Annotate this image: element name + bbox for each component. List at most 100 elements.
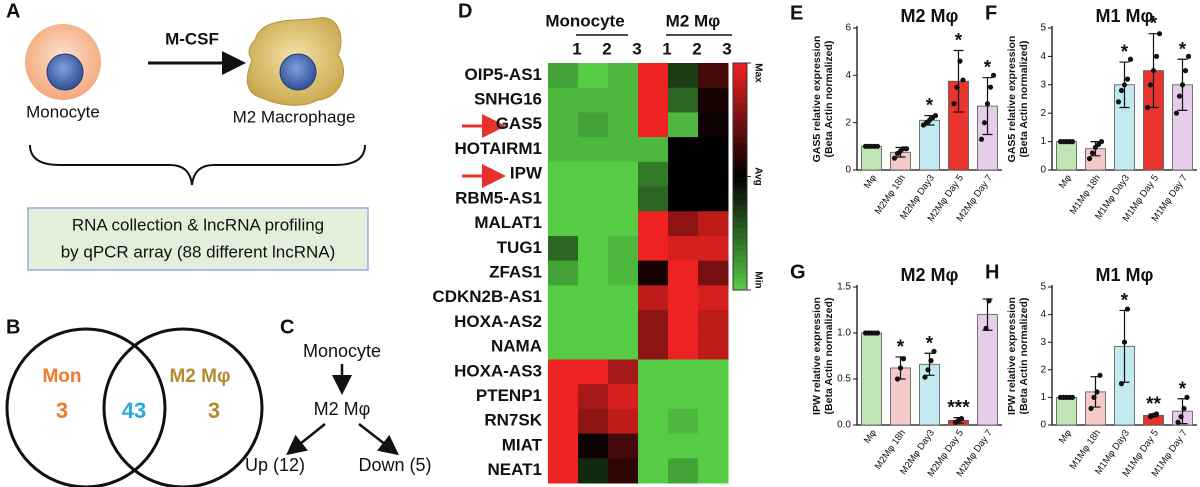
colorbar-step — [733, 91, 747, 98]
colorbar-label: Min — [752, 271, 763, 288]
node-label: Up (12) — [245, 455, 305, 475]
x-tick-label: Mφ — [862, 428, 879, 446]
heat-cell — [638, 408, 669, 435]
heat-cell — [608, 285, 639, 311]
colorbar-label: Avg — [752, 167, 763, 186]
arrow — [358, 423, 399, 456]
heat-cell — [638, 161, 669, 188]
data-point — [1118, 381, 1125, 387]
bar — [1056, 141, 1077, 171]
heat-cell — [668, 161, 699, 188]
row-label: NEAT1 — [488, 460, 542, 479]
heat-cell — [578, 408, 609, 435]
bar — [1056, 396, 1077, 426]
y-tick-label: 1.0 — [837, 328, 851, 339]
heat-cell — [698, 161, 729, 188]
data-point — [1156, 31, 1163, 37]
colorbar-step — [733, 114, 747, 121]
row-label: CDKN2B-AS1 — [432, 287, 542, 306]
y-axis-label: (Beta Actin normalized) — [823, 298, 835, 415]
bar — [919, 119, 940, 171]
heat-cell — [578, 161, 609, 188]
row-label: MALAT1 — [474, 213, 542, 232]
colorbar-step — [733, 85, 747, 92]
significance: * — [1150, 14, 1158, 35]
heat-cell — [548, 285, 579, 311]
data-point — [987, 84, 994, 90]
data-point — [925, 367, 931, 373]
data-point — [1069, 394, 1076, 400]
heat-cell — [548, 458, 579, 484]
heat-cell — [578, 260, 609, 286]
heat-cell — [548, 408, 579, 435]
data-point — [1182, 68, 1189, 74]
y-tick-label: 1.5 — [837, 282, 851, 293]
chart-title: M2 Mφ — [901, 6, 959, 26]
colorbar-step — [733, 204, 747, 212]
row-label: HOTAIRM1 — [454, 139, 542, 158]
heat-cell — [578, 310, 609, 336]
heat-cell — [548, 260, 579, 286]
heat-cell — [608, 433, 639, 459]
data-point — [1184, 394, 1190, 400]
heat-cell — [638, 310, 669, 336]
colorbar-step — [733, 187, 747, 195]
row-label: PTENP1 — [476, 386, 542, 405]
significance: * — [1121, 290, 1129, 311]
heat-cell — [698, 310, 729, 336]
heat-cell — [548, 310, 579, 336]
heat-cell — [668, 186, 699, 212]
colorbar-label: Max — [752, 63, 763, 83]
arrow — [286, 423, 326, 456]
panel-label: A — [6, 0, 20, 22]
heat-cell — [578, 458, 609, 484]
y-axis-label: (Beta Actin normalized) — [1018, 298, 1030, 415]
colorbar-step — [733, 244, 747, 251]
x-tick-label: Mφ — [1057, 173, 1074, 191]
y-tick-label: 5 — [1040, 282, 1046, 293]
heat-cell — [608, 235, 639, 262]
heat-cell — [698, 112, 729, 138]
set-name: M2 Mφ — [169, 366, 230, 387]
data-point — [900, 356, 907, 362]
heat-cell — [548, 211, 579, 237]
y-tick-label: 0.5 — [837, 374, 851, 385]
data-point — [1115, 99, 1122, 105]
row-label: NAMA — [491, 337, 542, 356]
row-label: ZFAS1 — [489, 262, 542, 281]
y-axis-label: GAS5 relative expression — [811, 36, 823, 163]
colorbar-step — [733, 68, 747, 75]
panel-label: H — [985, 261, 999, 283]
heat-cell — [638, 260, 669, 286]
colorbar-step — [733, 102, 747, 109]
group-label: Monocyte — [545, 11, 624, 30]
x-tick-label: Mφ — [862, 173, 879, 191]
colorbar-step — [733, 182, 747, 189]
significance: * — [1179, 39, 1187, 60]
y-tick-label: 2 — [1040, 364, 1046, 375]
chart-title: M1 Mφ — [1096, 265, 1154, 285]
panel-label: G — [790, 261, 806, 283]
colorbar-step — [733, 142, 747, 149]
data-point — [874, 330, 881, 336]
heat-cell — [608, 137, 639, 163]
treatment-label: M-CSF — [165, 29, 219, 48]
significance: * — [897, 337, 905, 358]
heat-cell — [638, 384, 669, 410]
heat-cell — [578, 186, 609, 212]
colorbar-step — [733, 278, 747, 285]
heat-cell — [668, 137, 699, 163]
heat-cell — [638, 285, 669, 311]
data-point — [1091, 394, 1097, 400]
heat-cell — [698, 408, 729, 435]
y-axis-label: GAS5 relative expression — [1006, 36, 1018, 163]
brace — [29, 144, 366, 186]
heat-cell — [668, 235, 699, 262]
data-point — [951, 101, 957, 107]
y-tick-label: 3 — [1040, 337, 1046, 348]
row-label: SNHG16 — [474, 90, 542, 109]
node-label: M2 Mφ — [314, 399, 371, 419]
heat-cell — [638, 137, 669, 163]
column-label: 3 — [632, 39, 641, 58]
